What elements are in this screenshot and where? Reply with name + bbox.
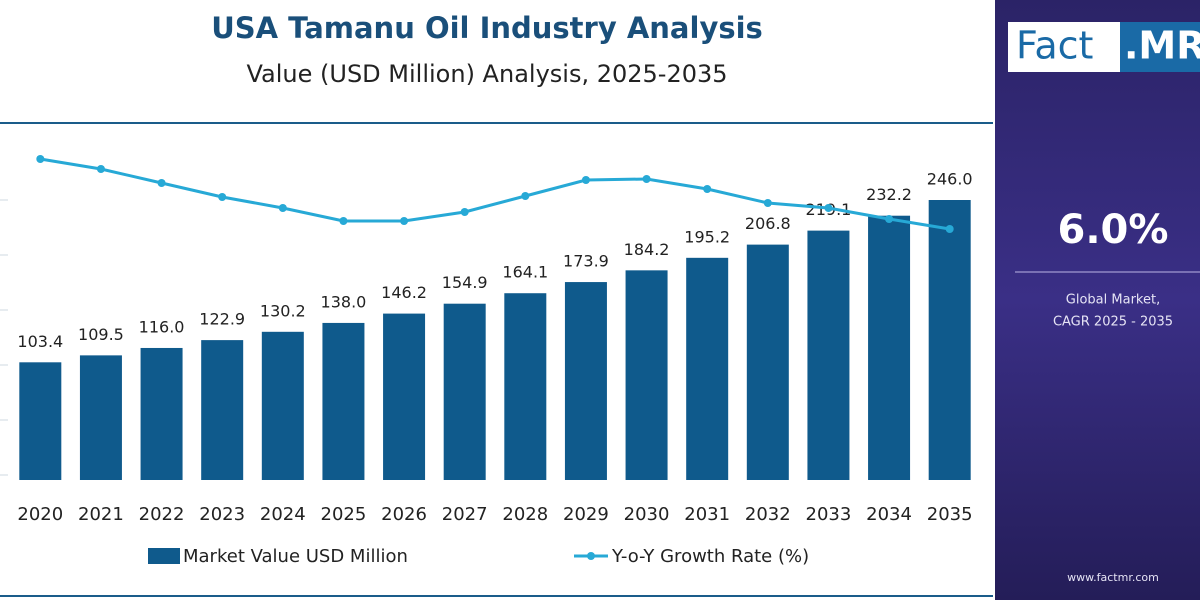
line-point bbox=[218, 193, 227, 201]
bar bbox=[322, 322, 365, 480]
x-tick-label: 2034 bbox=[866, 504, 912, 525]
cagr-caption: CAGR 2025 - 2035 bbox=[1053, 315, 1173, 330]
line-point bbox=[400, 217, 409, 225]
bar bbox=[79, 355, 122, 480]
x-tick-label: 2035 bbox=[927, 504, 973, 525]
x-tick-label: 2029 bbox=[563, 504, 609, 525]
bar bbox=[383, 313, 426, 480]
x-tick-label: 2032 bbox=[745, 504, 791, 525]
line-point bbox=[339, 217, 348, 225]
line-point bbox=[581, 176, 590, 184]
x-tick-label: 2023 bbox=[199, 504, 245, 525]
x-tick-label: 2020 bbox=[17, 504, 63, 525]
x-tick-label: 2021 bbox=[78, 504, 124, 525]
value-label: 232.2 bbox=[866, 185, 912, 204]
value-label: 116.0 bbox=[139, 317, 185, 336]
line-point bbox=[885, 215, 894, 223]
bar bbox=[564, 282, 607, 480]
legend-swatch bbox=[148, 548, 180, 564]
side-panel bbox=[995, 0, 1200, 600]
bar bbox=[443, 303, 486, 480]
line-point bbox=[945, 225, 954, 233]
value-label: 103.4 bbox=[17, 332, 63, 351]
x-tick-label: 2028 bbox=[502, 504, 548, 525]
value-label: 154.9 bbox=[442, 273, 488, 292]
line-point bbox=[278, 204, 287, 212]
x-tick-label: 2027 bbox=[442, 504, 488, 525]
legend-swatch bbox=[587, 552, 595, 560]
logo-accent bbox=[1120, 22, 1200, 72]
line-point bbox=[824, 204, 833, 212]
value-label: 184.2 bbox=[624, 240, 670, 259]
line-point bbox=[460, 208, 469, 216]
value-label: 138.0 bbox=[321, 292, 367, 311]
line-point bbox=[157, 179, 166, 187]
x-tick-label: 2025 bbox=[321, 504, 367, 525]
value-label: 195.2 bbox=[684, 227, 730, 246]
logo-text: .MR bbox=[1124, 24, 1200, 68]
bar bbox=[625, 270, 668, 480]
bar bbox=[686, 257, 729, 480]
line-point bbox=[36, 155, 45, 163]
legend-label: Y-o-Y Growth Rate (%) bbox=[611, 546, 809, 567]
x-tick-label: 2031 bbox=[684, 504, 730, 525]
value-label: 130.2 bbox=[260, 301, 306, 320]
bar bbox=[19, 362, 62, 480]
line-point bbox=[642, 175, 651, 183]
chart-subtitle: Value (USD Million) Analysis, 2025-2035 bbox=[246, 60, 727, 88]
website: www.factmr.com bbox=[1067, 571, 1159, 584]
line-point bbox=[703, 185, 712, 193]
x-tick-label: 2022 bbox=[139, 504, 185, 525]
bar bbox=[807, 230, 850, 480]
line-point bbox=[521, 192, 530, 200]
line-point bbox=[96, 165, 105, 173]
bar bbox=[261, 331, 304, 480]
value-label: 164.1 bbox=[502, 263, 548, 282]
x-tick-label: 2024 bbox=[260, 504, 306, 525]
value-label: 146.2 bbox=[381, 283, 427, 302]
value-label: 173.9 bbox=[563, 252, 609, 271]
logo-text: Fact bbox=[1016, 24, 1093, 68]
line-point bbox=[763, 199, 772, 207]
cagr-caption: Global Market, bbox=[1066, 293, 1160, 308]
value-label: 206.8 bbox=[745, 214, 791, 233]
bar bbox=[868, 215, 911, 480]
x-tick-label: 2033 bbox=[806, 504, 852, 525]
bar bbox=[201, 340, 244, 480]
cagr-value: 6.0% bbox=[1058, 207, 1169, 253]
bar bbox=[140, 347, 183, 480]
chart-title: USA Tamanu Oil Industry Analysis bbox=[211, 11, 763, 45]
line bbox=[40, 157, 950, 231]
value-label: 122.9 bbox=[199, 310, 245, 329]
x-tick-label: 2030 bbox=[624, 504, 670, 525]
value-label: 246.0 bbox=[927, 170, 973, 189]
bar bbox=[746, 244, 789, 480]
bar bbox=[928, 200, 971, 480]
x-tick-label: 2026 bbox=[381, 504, 427, 525]
legend-label: Market Value USD Million bbox=[183, 546, 408, 567]
value-label: 109.5 bbox=[78, 325, 124, 344]
bar bbox=[504, 293, 547, 480]
